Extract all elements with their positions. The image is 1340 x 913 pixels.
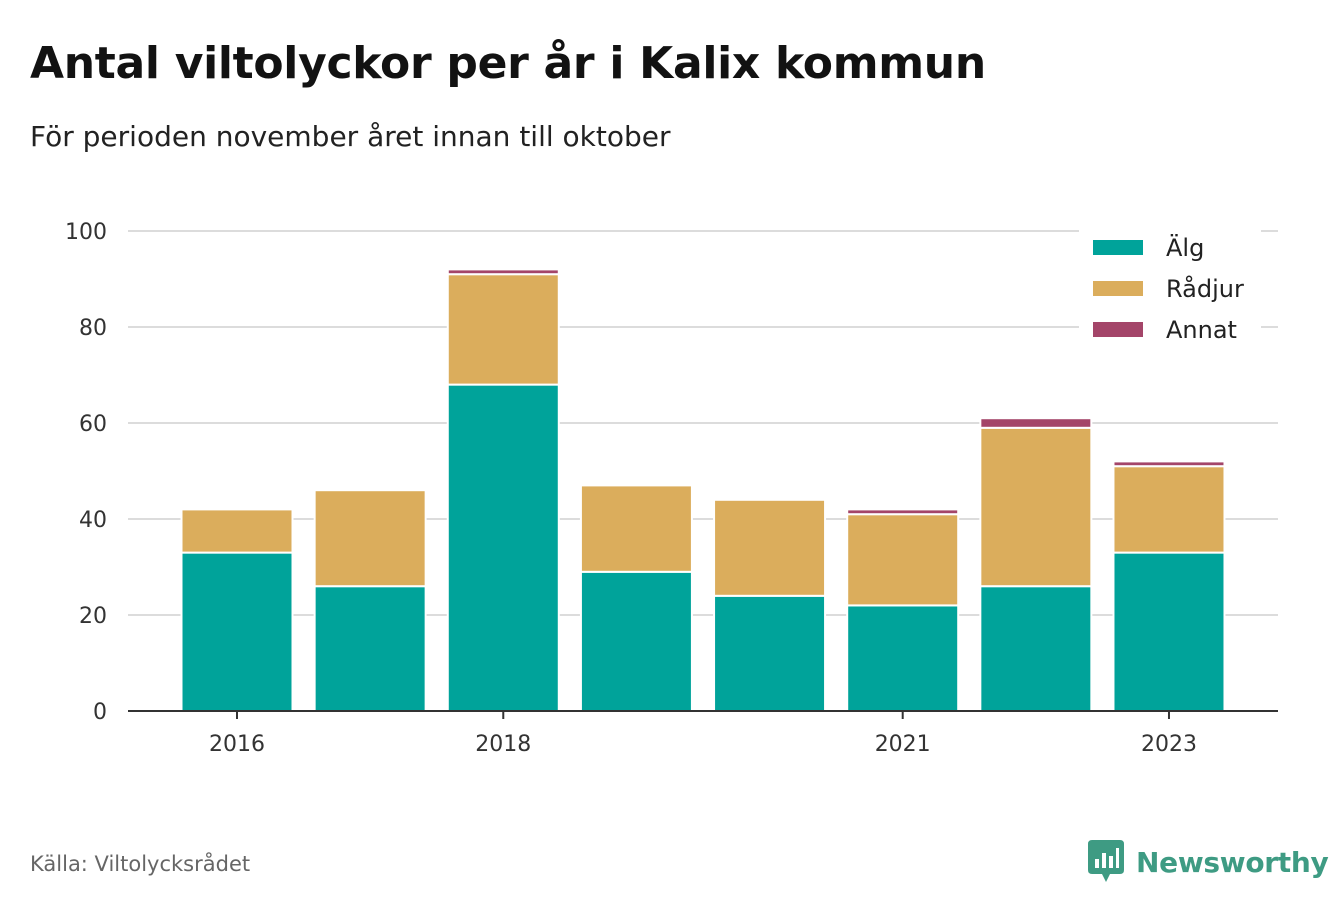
bar-segment-Annat-2022 (979, 417, 1093, 429)
legend: Älg Rådjur Annat (1079, 224, 1261, 344)
legend-swatch-Rådjur (1093, 281, 1143, 296)
bar-segment-Älg-2023 (1112, 551, 1226, 712)
legend-swatch-Annat (1093, 322, 1143, 337)
bar-segment-Rådjur-2020 (713, 498, 827, 597)
chart-subtitle: För perioden november året innan till ok… (30, 120, 671, 153)
bar-segment-Älg-2019 (579, 570, 693, 712)
bar-segment-Rådjur-2016 (180, 508, 294, 554)
y-tick-label: 40 (79, 508, 107, 533)
bar-segment-Älg-2022 (979, 585, 1093, 713)
bar-segment-Rådjur-2017 (313, 489, 427, 588)
axes: 0 20 40 60 80 100 2016 2018 2021 2023 (65, 220, 1278, 757)
x-tick-label: 2016 (209, 732, 265, 757)
bar-segment-Rådjur-2021 (846, 513, 960, 607)
legend-label: Rådjur (1166, 274, 1244, 303)
bar-segment-Rådjur-2018 (446, 273, 560, 386)
bar-segment-Älg-2016 (180, 551, 294, 712)
bar-segment-Annat-2023 (1112, 460, 1226, 468)
bar-segment-Älg-2020 (713, 594, 827, 712)
y-tick-label: 20 (79, 604, 107, 629)
bar-segment-Älg-2017 (313, 585, 427, 713)
x-tick-label: 2021 (875, 732, 931, 757)
bar-segment-Rådjur-2019 (579, 484, 693, 573)
bar-segment-Älg-2018 (446, 383, 560, 712)
chart-title: Antal viltolyckor per år i Kalix kommun (30, 38, 986, 89)
legend-label: Annat (1166, 316, 1237, 344)
bar-segment-Rådjur-2023 (1112, 465, 1226, 554)
y-tick-label: 100 (65, 220, 107, 245)
y-tick-label: 60 (79, 412, 107, 437)
bars (180, 268, 1226, 713)
bar-segment-Älg-2021 (846, 604, 960, 713)
x-tick-label: 2023 (1141, 732, 1197, 757)
bar-segment-Annat-2018 (446, 268, 560, 276)
legend-label: Älg (1166, 233, 1204, 262)
legend-swatch-Älg (1093, 240, 1143, 255)
brand-name: Newsworthy (1136, 845, 1329, 879)
source-note: Källa: Viltolycksrådet (30, 852, 251, 876)
bar-segment-Rådjur-2022 (979, 426, 1093, 588)
x-tick-label: 2018 (475, 732, 531, 757)
bar-segment-Annat-2021 (846, 508, 960, 516)
newsworthy-logo-icon (1088, 840, 1124, 882)
y-tick-label: 0 (93, 700, 107, 725)
y-tick-label: 80 (79, 316, 107, 341)
brand-logo: Newsworthy (1088, 840, 1329, 884)
